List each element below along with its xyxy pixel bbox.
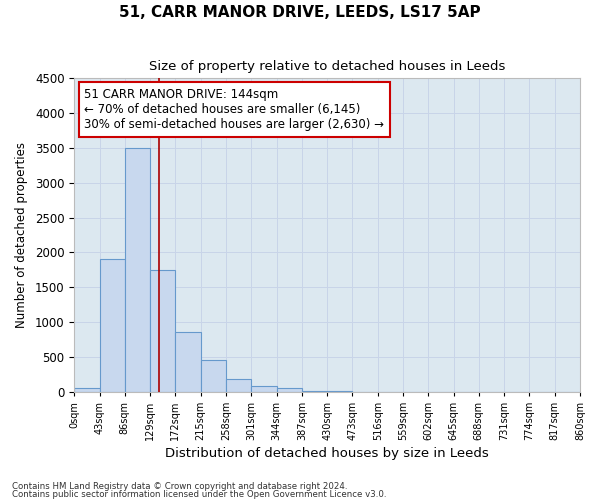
Bar	[201, 360, 226, 392]
Text: 51 CARR MANOR DRIVE: 144sqm
← 70% of detached houses are smaller (6,145)
30% of : 51 CARR MANOR DRIVE: 144sqm ← 70% of det…	[85, 88, 385, 130]
Bar	[74, 388, 100, 392]
Bar	[277, 388, 302, 392]
Text: Contains HM Land Registry data © Crown copyright and database right 2024.: Contains HM Land Registry data © Crown c…	[12, 482, 347, 491]
Title: Size of property relative to detached houses in Leeds: Size of property relative to detached ho…	[149, 60, 505, 73]
Bar	[226, 380, 251, 392]
Bar	[125, 148, 150, 392]
Text: Contains public sector information licensed under the Open Government Licence v3: Contains public sector information licen…	[12, 490, 386, 499]
Bar	[251, 386, 277, 392]
Bar	[150, 270, 175, 392]
X-axis label: Distribution of detached houses by size in Leeds: Distribution of detached houses by size …	[165, 447, 489, 460]
Bar	[302, 390, 327, 392]
Bar	[175, 332, 201, 392]
Text: 51, CARR MANOR DRIVE, LEEDS, LS17 5AP: 51, CARR MANOR DRIVE, LEEDS, LS17 5AP	[119, 5, 481, 20]
Y-axis label: Number of detached properties: Number of detached properties	[15, 142, 28, 328]
Bar	[100, 260, 125, 392]
